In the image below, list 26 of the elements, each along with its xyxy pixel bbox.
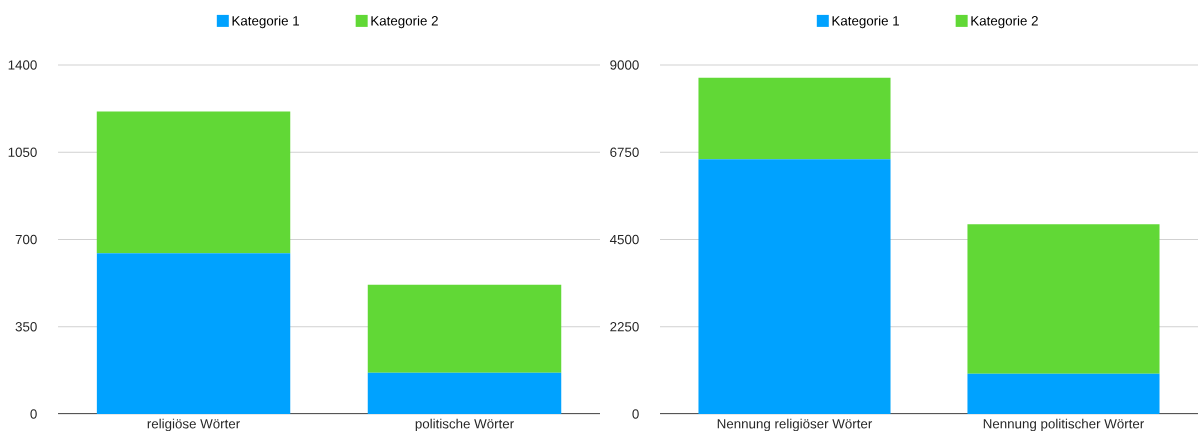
x-tick-label: religiöse Wörter	[147, 418, 240, 432]
x-tick-label: Nennung religiöser Wörter	[717, 418, 873, 432]
y-tick-label: 1050	[8, 147, 37, 157]
bar	[96, 111, 291, 254]
bar	[367, 284, 562, 373]
bar	[967, 224, 1160, 374]
bar	[698, 159, 891, 414]
legend-label: Kategorie 1	[832, 15, 899, 29]
y-tick-label: 0	[632, 409, 639, 419]
y-tick-label: 700	[15, 234, 37, 245]
legend-label: Kategorie 2	[971, 15, 1038, 29]
y-tick-label: 0	[30, 409, 37, 419]
x-tick-label: politische Wörter	[415, 418, 514, 432]
y-tick-label: 6750	[610, 147, 639, 157]
legend-label: Kategorie 1	[232, 15, 300, 29]
legend-label: Kategorie 2	[371, 15, 438, 29]
y-tick-label: 4500	[609, 234, 639, 245]
bar	[367, 372, 562, 414]
y-tick-label: 350	[15, 322, 37, 332]
bar	[967, 373, 1160, 414]
bar	[698, 77, 891, 160]
y-tick-label: 2250	[610, 322, 639, 332]
bar	[96, 253, 291, 414]
y-tick-label: 9000	[610, 60, 639, 70]
y-tick-label: 1400	[8, 60, 37, 70]
x-tick-label: Nennung politischer Wörter	[983, 418, 1145, 432]
